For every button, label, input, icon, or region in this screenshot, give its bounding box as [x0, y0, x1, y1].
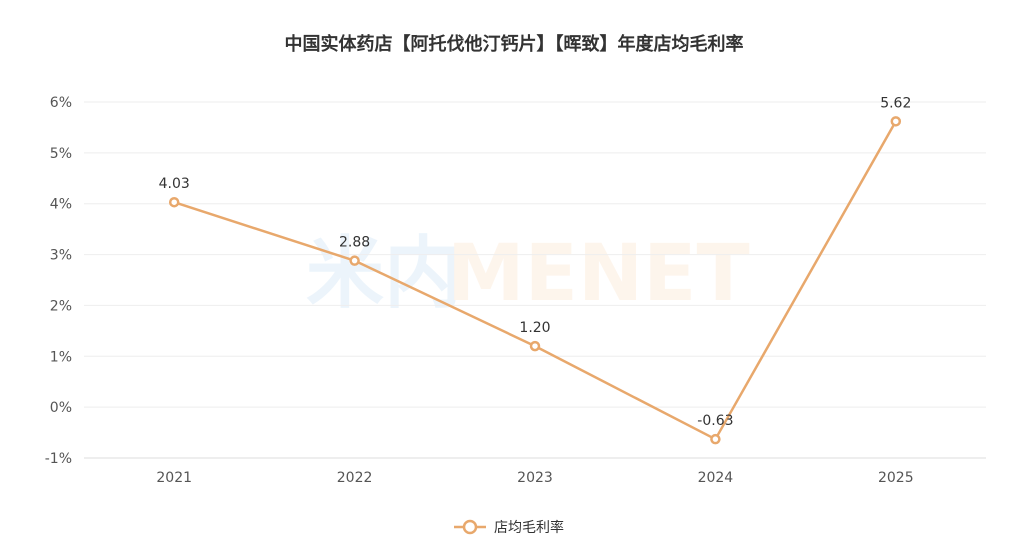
x-tick-label: 2021: [156, 470, 192, 486]
series-layer: 4.03 2.88 1.20 -0.63 5.62: [159, 95, 911, 445]
data-label: 1.20: [519, 320, 550, 336]
data-label: 4.03: [159, 176, 190, 192]
x-tick-label: 2025: [878, 470, 914, 486]
data-point[interactable]: [349, 255, 360, 266]
y-tick-label: 5%: [50, 146, 72, 162]
chart-title: 中国实体药店【阿托伐他汀钙片】【晖致】年度店均毛利率: [285, 33, 744, 55]
data-point[interactable]: [529, 340, 541, 352]
y-tick-label: 6%: [50, 95, 72, 111]
watermark-en: MENET: [447, 229, 750, 319]
y-tick-label: 0%: [50, 400, 72, 416]
x-tick-label: 2023: [517, 470, 553, 486]
y-tick-label: 1%: [50, 349, 72, 365]
data-label: 5.62: [880, 95, 911, 111]
watermark: 米内 MENET: [306, 229, 750, 319]
legend-marker: [462, 519, 478, 535]
data-point[interactable]: [168, 196, 180, 208]
data-point[interactable]: [890, 116, 902, 127]
x-axis: 2021 2022 2023 2024 2025: [84, 457, 986, 486]
data-point[interactable]: [710, 433, 721, 445]
y-tick-label: 4%: [50, 197, 72, 213]
y-tick-label: 3%: [50, 248, 72, 264]
x-tick-label: 2024: [698, 470, 734, 486]
x-tick-label: 2022: [337, 470, 373, 486]
data-label: 2.88: [339, 235, 370, 251]
data-label: -0.63: [697, 413, 733, 429]
y-axis: 6% 5% 4% 3% 2% 1% 0% -1%: [45, 95, 72, 467]
y-tick-label: -1%: [45, 451, 72, 467]
y-tick-label: 2%: [50, 298, 72, 314]
legend-label: 店均毛利率: [494, 519, 564, 536]
legend[interactable]: 店均毛利率: [454, 519, 564, 536]
